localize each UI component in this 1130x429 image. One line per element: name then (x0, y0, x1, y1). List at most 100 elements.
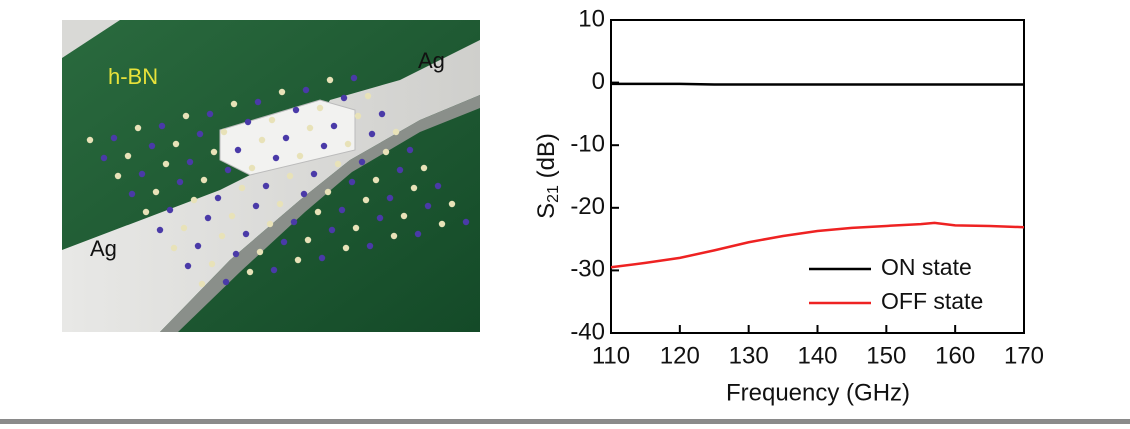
lattice-atom (184, 262, 192, 270)
lattice-atom (410, 184, 418, 192)
lattice-atom (282, 134, 290, 142)
lattice-atom (176, 178, 184, 186)
lattice-atom (296, 152, 304, 160)
y-tick-label: -20 (570, 193, 605, 220)
ag-label: Ag (90, 236, 117, 261)
lattice-atom (362, 196, 370, 204)
lattice-atom (198, 280, 206, 288)
x-tick-label: 170 (1004, 342, 1044, 369)
lattice-atom (314, 208, 322, 216)
illustration: h-BN Ag Ag (62, 20, 480, 332)
lattice-atom (368, 130, 376, 138)
lattice-atom (180, 224, 188, 232)
plot-frame (610, 19, 1025, 334)
lattice-atom (254, 98, 262, 106)
lattice-atom (222, 278, 230, 286)
y-label-unit: (dB) (533, 133, 560, 185)
electrode-edge (160, 95, 480, 332)
lattice-atom (194, 242, 202, 250)
x-tick-label: 140 (797, 342, 837, 369)
lattice-atom (292, 106, 300, 114)
x-tick-label: 160 (935, 342, 975, 369)
legend-label: ON state (881, 254, 972, 280)
lattice-atom (196, 130, 204, 138)
lattice-atom (348, 178, 356, 186)
lattice-atom (224, 166, 232, 174)
y-axis-label: S21 (dB) (533, 133, 562, 219)
lattice-atom (110, 134, 118, 142)
lattice-atom (386, 194, 394, 202)
lattice-atom (310, 170, 318, 178)
lattice-atom (324, 188, 332, 196)
bottom-rule (0, 419, 1130, 424)
lattice-atom (326, 76, 334, 84)
lattice-atom (138, 170, 146, 178)
lattice-atom (210, 148, 218, 156)
lattice-atom (462, 218, 470, 226)
legend-label: OFF state (881, 288, 983, 314)
lattice-atom (190, 196, 198, 204)
y-label-main: S (533, 203, 560, 219)
lattice-atom (316, 104, 324, 112)
lattice-atom (152, 188, 160, 196)
lattice-atom (258, 136, 266, 144)
lattice-atom (128, 190, 136, 198)
lattice-atom (248, 164, 256, 172)
y-tick-label: -30 (570, 256, 605, 283)
lattice-atom (372, 176, 380, 184)
lattice-atom (244, 118, 252, 126)
lattice-atom (204, 214, 212, 222)
lattice-atom (142, 208, 150, 216)
lattice-atom (290, 218, 298, 226)
lattice-atom (162, 160, 170, 168)
lattice-atom (448, 200, 456, 208)
lattice-atom (424, 202, 432, 210)
lattice-atom (238, 184, 246, 192)
lattice-atom (270, 266, 278, 274)
lattice-atom (352, 224, 360, 232)
ag-label: Ag (418, 48, 445, 73)
lattice-atom (420, 164, 428, 172)
lattice-atom (156, 226, 164, 234)
lattice-atom (318, 254, 326, 262)
lattice-atom (390, 232, 398, 240)
lattice-atom (382, 148, 390, 156)
lattice-atom (166, 206, 174, 214)
x-tick-label: 120 (660, 342, 700, 369)
lattice-atom (334, 160, 342, 168)
lattice-atom (114, 172, 122, 180)
x-axis-label: Frequency (GHz) (726, 379, 910, 406)
x-tick-label: 130 (729, 342, 769, 369)
lattice-atom (214, 194, 222, 202)
lattice-atom (170, 244, 178, 252)
y-label-sub: 21 (545, 185, 562, 203)
y-tick-label: -40 (570, 318, 605, 345)
lattice-atom (262, 182, 270, 190)
lattice-atom (252, 202, 260, 210)
ag-electrode (62, 40, 480, 332)
x-tick-label: 110 (592, 342, 630, 369)
lattice-atom (134, 124, 142, 132)
lattice-atom (272, 154, 280, 162)
x-tick-label: 150 (866, 342, 906, 369)
lattice-atom (276, 200, 284, 208)
lattice-atom (330, 122, 338, 130)
lattice-atom (172, 140, 180, 148)
lattice-atom (182, 112, 190, 120)
data-line (611, 82, 1024, 86)
lattice-atom (366, 242, 374, 250)
lattice-atom (220, 128, 228, 136)
y-tick-label: 10 (578, 5, 605, 32)
lattice-atom (280, 238, 288, 246)
lattice-atom (434, 182, 442, 190)
lattice-atom (344, 140, 352, 148)
lattice-atom (208, 260, 216, 268)
top-strip (62, 20, 120, 58)
lattice-atom (246, 268, 254, 276)
lattice-atom (230, 100, 238, 108)
lattice-atom (340, 94, 348, 102)
lattice-atom (242, 230, 250, 238)
lattice (86, 74, 470, 288)
